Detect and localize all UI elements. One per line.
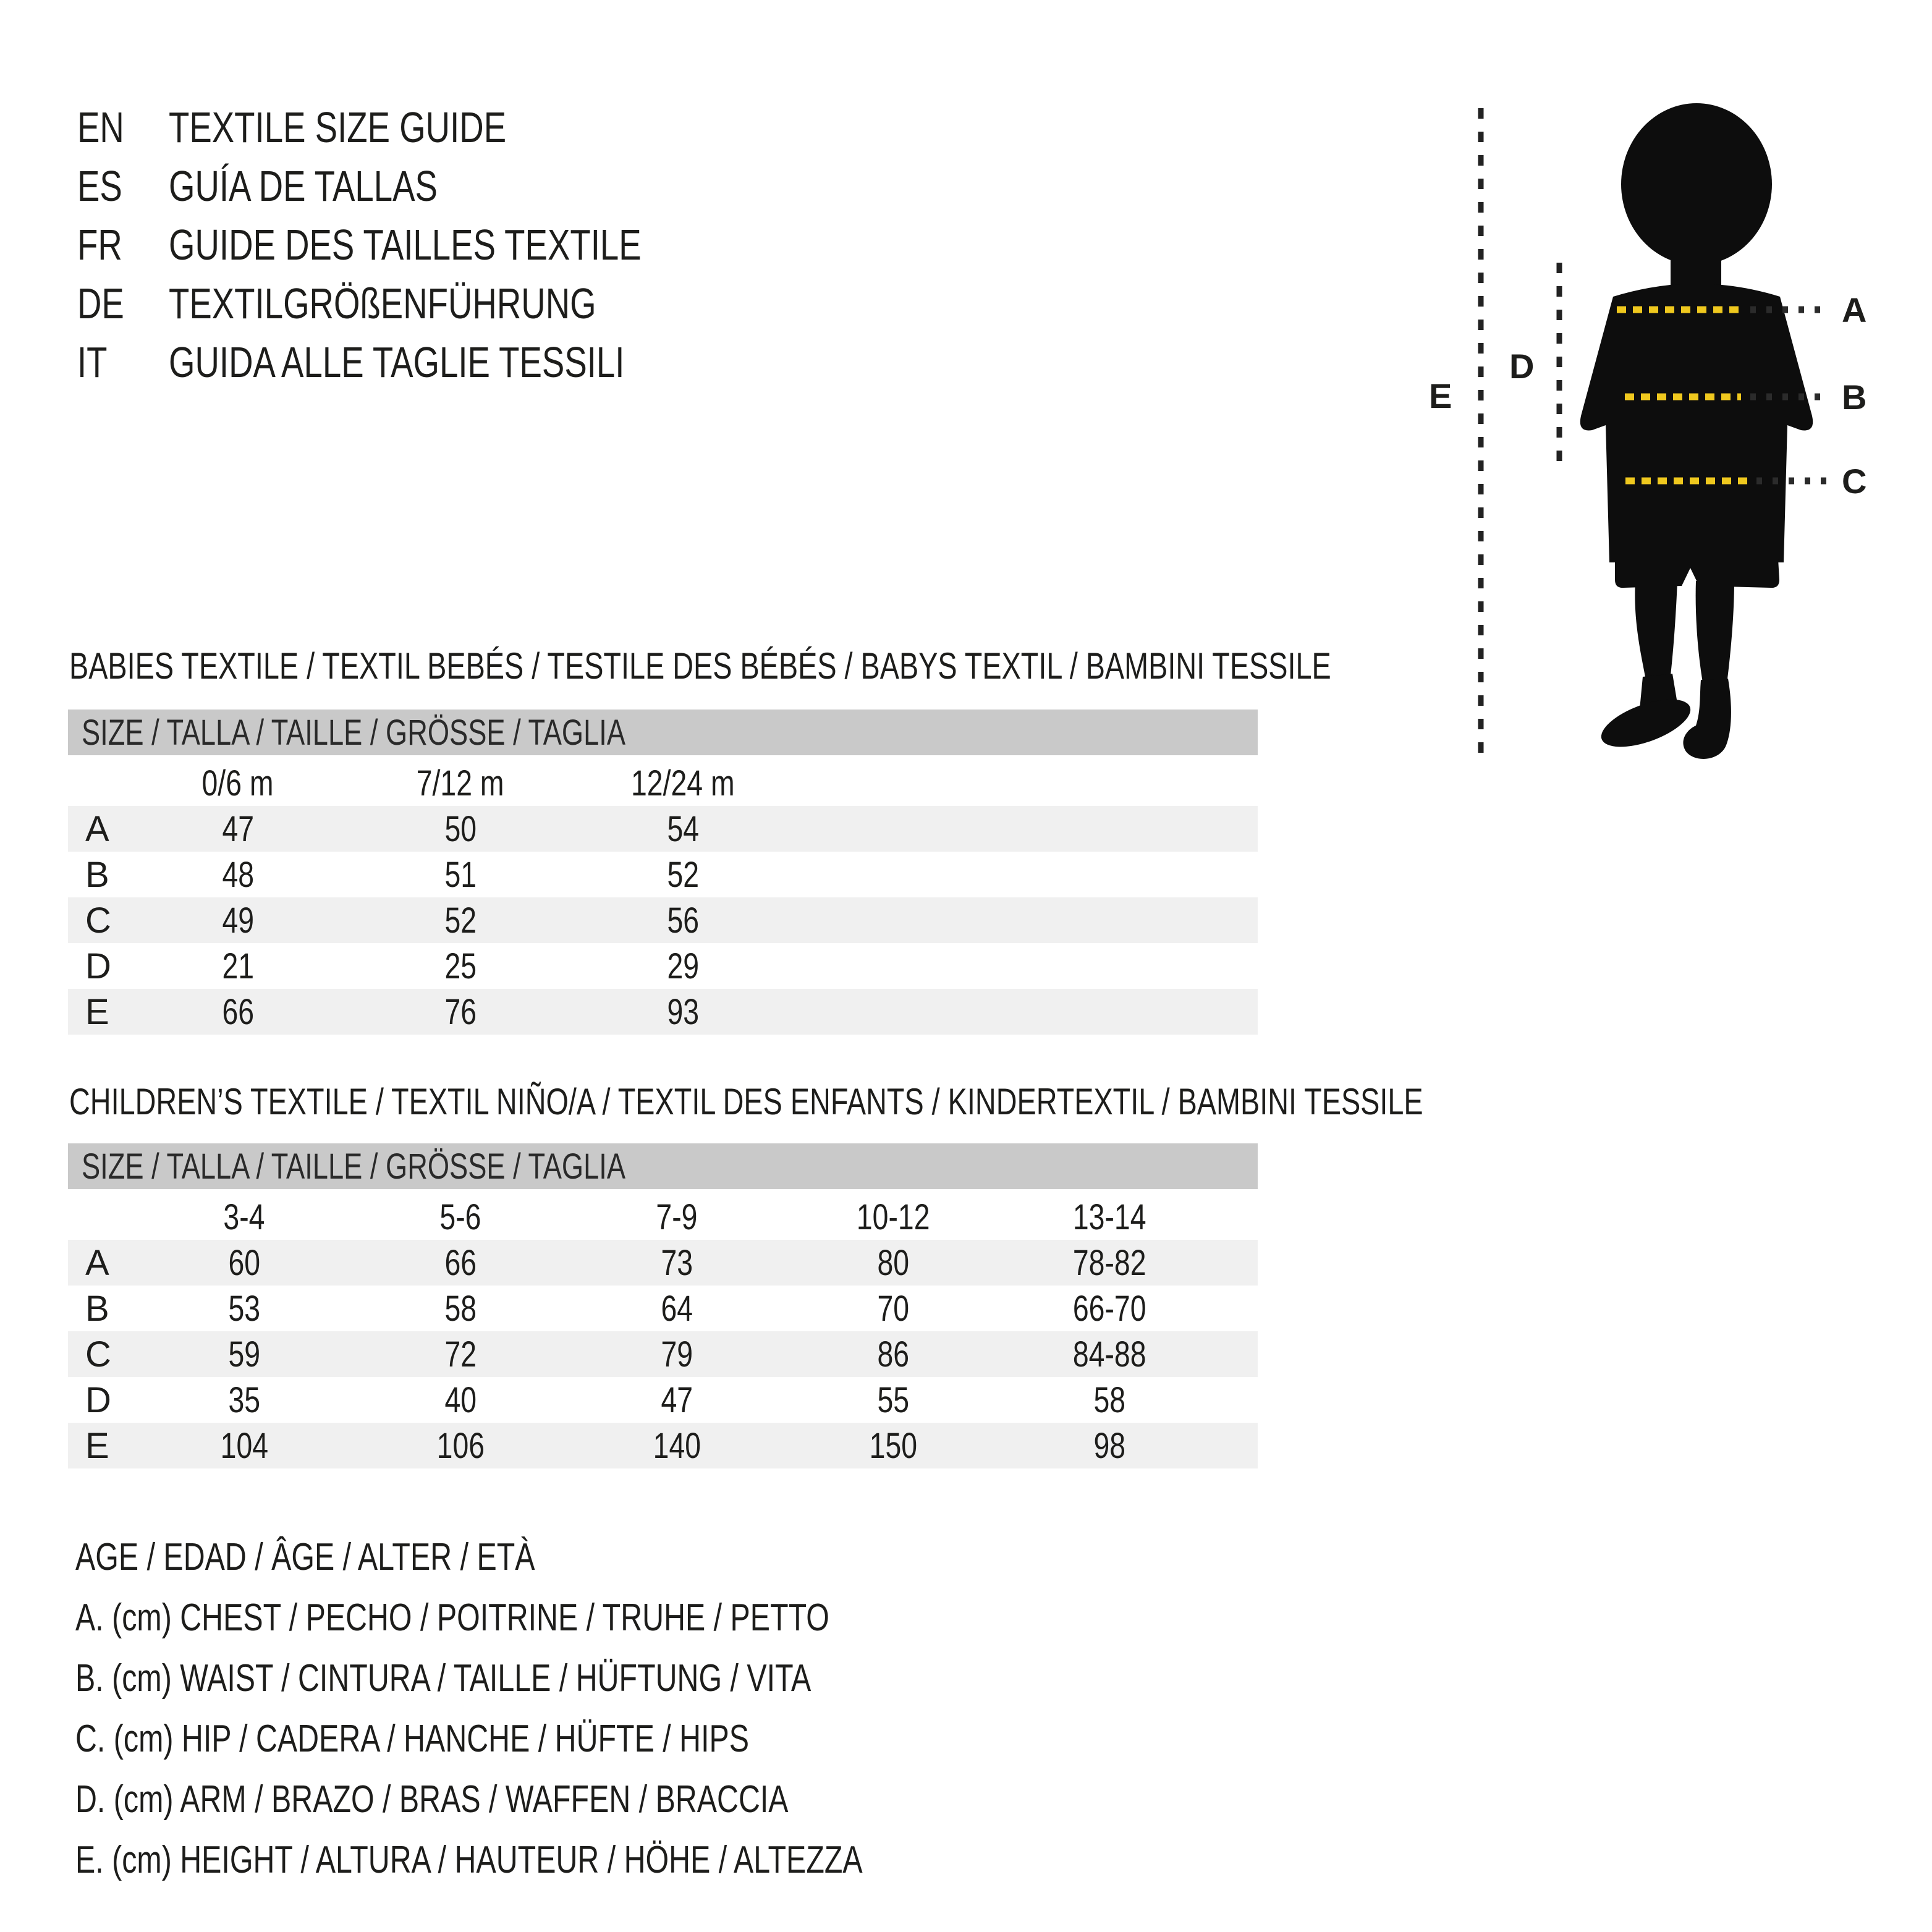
row-label: C xyxy=(85,1334,111,1375)
table-row: D 35 40 47 55 58 xyxy=(68,1377,1258,1423)
babies-column-header-row: 0/6 m 7/12 m 12/24 m xyxy=(68,760,1258,806)
column-header: 12/24 m xyxy=(631,763,735,803)
table-row: A 60 66 73 80 78-82 xyxy=(68,1240,1258,1286)
figure-label-height: E xyxy=(1429,376,1452,415)
language-row-it: IT GUIDA ALLE TAGLIE TESSILI xyxy=(77,333,753,391)
guide-title-en: TEXTILE SIZE GUIDE xyxy=(169,103,507,151)
legend-age: AGE / EDAD / ÂGE / ALTER / ETÀ xyxy=(75,1535,535,1578)
table-row: A 47 50 54 xyxy=(68,806,1258,852)
table-row: C 49 52 56 xyxy=(68,897,1258,943)
guide-title-de: TEXTILGRÖßENFÜHRUNG xyxy=(169,279,596,328)
language-code: EN xyxy=(77,103,124,151)
column-header: 13-14 xyxy=(1072,1197,1146,1237)
row-label: C xyxy=(85,900,111,941)
figure-label-chest: A xyxy=(1842,290,1866,329)
babies-size-header-bar: SIZE / TALLA / TAILLE / GRÖSSE / TAGLIA xyxy=(68,710,1258,755)
row-label: E xyxy=(85,1425,109,1466)
table-row: B 53 58 64 70 66-70 xyxy=(68,1286,1258,1331)
column-header: 3-4 xyxy=(223,1197,265,1237)
figure-label-hip: C xyxy=(1842,462,1866,501)
language-row-fr: FR GUIDE DES TAILLES TEXTILE xyxy=(77,215,774,274)
legend-hip: C. (cm) HIP / CADERA / HANCHE / HÜFTE / … xyxy=(75,1717,750,1760)
language-row-en: EN TEXTILE SIZE GUIDE xyxy=(77,98,601,156)
row-label: A xyxy=(85,1242,109,1283)
child-measurement-figure: A B C D E xyxy=(1429,103,1866,763)
legend-height: E. (cm) HEIGHT / ALTURA / HAUTEUR / HÖHE… xyxy=(75,1838,863,1881)
column-header: 10-12 xyxy=(856,1197,930,1237)
language-code: DE xyxy=(77,279,124,328)
row-label: A xyxy=(85,808,109,849)
babies-section-title: BABIES TEXTILE / TEXTIL BEBÉS / TESTILE … xyxy=(69,645,1331,687)
guide-title-it: GUIDA ALLE TAGLIE TESSILI xyxy=(169,337,625,386)
child-silhouette-icon xyxy=(1580,103,1813,759)
column-header: 0/6 m xyxy=(201,763,274,803)
language-code: ES xyxy=(77,161,122,210)
table-row: B 48 51 52 xyxy=(68,852,1258,897)
row-label: D xyxy=(85,946,111,986)
legend-arm: D. (cm) ARM / BRAZO / BRAS / WAFFEN / BR… xyxy=(75,1777,789,1821)
language-code: FR xyxy=(77,220,122,269)
legend-chest: A. (cm) CHEST / PECHO / POITRINE / TRUHE… xyxy=(75,1596,829,1639)
language-code: IT xyxy=(77,337,108,386)
table-row: C 59 72 79 86 84-88 xyxy=(68,1331,1258,1377)
table-row: E 66 76 93 xyxy=(68,989,1258,1035)
guide-title-fr: GUIDE DES TAILLES TEXTILE xyxy=(169,220,642,269)
row-label: B xyxy=(85,1288,109,1329)
children-size-header-bar: SIZE / TALLA / TAILLE / GRÖSSE / TAGLIA xyxy=(68,1143,1258,1189)
table-row: E 104 106 140 150 98 xyxy=(68,1423,1258,1468)
row-label: D xyxy=(85,1379,111,1420)
row-label: E xyxy=(85,991,109,1032)
children-column-header-row: 3-4 5-6 7-9 10-12 13-14 xyxy=(68,1194,1258,1240)
column-header: 5-6 xyxy=(439,1197,481,1237)
table-row: D 21 25 29 xyxy=(68,943,1258,989)
column-header: 7-9 xyxy=(656,1197,698,1237)
column-header: 7/12 m xyxy=(417,763,504,803)
legend-waist: B. (cm) WAIST / CINTURA / TAILLE / HÜFTU… xyxy=(75,1656,811,1700)
row-label: B xyxy=(85,854,109,895)
figure-label-waist: B xyxy=(1842,378,1866,417)
language-row-es: ES GUÍA DE TALLAS xyxy=(77,156,514,215)
guide-title-es: GUÍA DE TALLAS xyxy=(169,161,438,210)
children-section-title: CHILDREN’S TEXTILE / TEXTIL NIÑO/A / TEX… xyxy=(69,1080,1423,1122)
figure-label-arm: D xyxy=(1509,347,1534,386)
language-row-de: DE TEXTILGRÖßENFÜHRUNG xyxy=(77,274,717,333)
